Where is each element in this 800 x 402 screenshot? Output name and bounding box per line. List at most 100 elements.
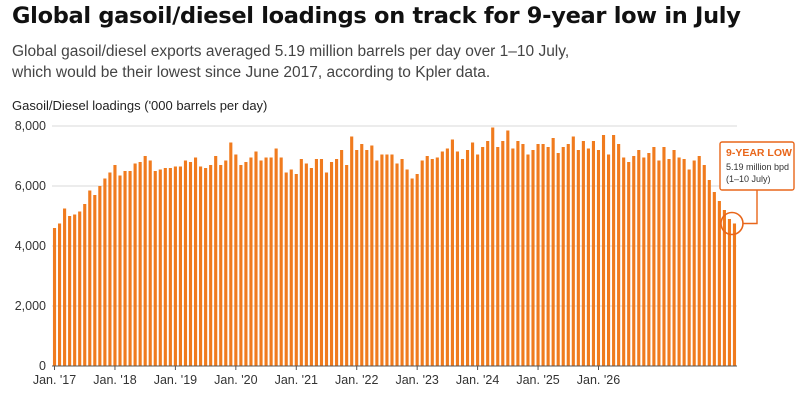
bar: [98, 186, 102, 366]
y-axis-label: Gasoil/Diesel loadings ('000 barrels per…: [12, 98, 268, 113]
bar: [219, 165, 223, 366]
bar: [596, 150, 601, 366]
bar: [682, 159, 686, 366]
bar: [254, 151, 258, 366]
bar: [425, 156, 429, 366]
x-tick-label: Jan. '22: [335, 373, 378, 387]
bar: [314, 159, 318, 366]
subtitle-line-2: which would be their lowest since June 2…: [12, 64, 491, 81]
bar: [193, 157, 198, 366]
bar: [395, 163, 399, 366]
bar: [183, 160, 188, 366]
bar: [239, 165, 243, 366]
bar: [259, 160, 263, 366]
bar: [224, 160, 228, 366]
annotation-period: (1–10 July): [726, 174, 771, 184]
bar: [173, 166, 177, 366]
bar: [632, 156, 636, 366]
bar: [158, 169, 162, 366]
bar: [214, 156, 218, 366]
bar: [329, 162, 334, 366]
annotation-box: [719, 141, 795, 191]
bar: [68, 216, 72, 366]
bar: [450, 139, 454, 366]
bar: [561, 147, 565, 366]
bar: [88, 190, 92, 366]
annotation-value: 5.19 million bpd: [726, 162, 789, 172]
bar: [390, 154, 394, 366]
bar: [717, 201, 721, 366]
x-tick-label: Jan. '23: [395, 373, 438, 387]
bar: [591, 141, 596, 366]
bar: [335, 159, 339, 366]
bar: [400, 159, 404, 366]
annotation-connector: [742, 190, 758, 225]
bar: [647, 153, 651, 366]
bar: [727, 219, 732, 366]
bar: [340, 150, 344, 366]
bar: [309, 168, 313, 366]
chart-title: Global gasoil/diesel loadings on track f…: [12, 3, 741, 29]
bar: [289, 169, 293, 366]
bar: [637, 150, 641, 366]
x-tick-label: Jan. '17: [33, 373, 76, 387]
bar: [375, 160, 379, 366]
bar: [667, 159, 671, 366]
bar: [707, 180, 711, 366]
bar: [607, 154, 611, 366]
bar: [531, 150, 535, 366]
bar: [274, 148, 278, 366]
bar: [576, 150, 580, 366]
bar: [712, 192, 716, 366]
bar: [279, 157, 283, 366]
bar: [294, 174, 298, 366]
bar: [521, 144, 525, 366]
bar: [551, 138, 555, 366]
bar: [536, 144, 540, 366]
bar: [526, 154, 530, 366]
bar: [57, 223, 62, 366]
bar: [672, 150, 676, 366]
bar: [586, 148, 590, 366]
bar: [702, 165, 706, 366]
subtitle-line-1: Global gasoil/diesel exports averaged 5.…: [12, 43, 570, 60]
bar: [209, 165, 213, 366]
x-tick-label: Jan. '26: [577, 373, 620, 387]
bar: [143, 156, 147, 366]
bar: [687, 169, 691, 366]
bar: [264, 157, 268, 366]
y-tick-label: 2,000: [15, 299, 46, 313]
bar: [153, 171, 157, 366]
bar: [617, 144, 621, 366]
bar: [78, 211, 82, 366]
bar: [244, 162, 248, 366]
bar: [93, 195, 97, 366]
bar: [199, 166, 203, 366]
bar: [642, 157, 646, 366]
bar: [123, 171, 127, 366]
bar: [506, 130, 510, 366]
bar: [103, 178, 107, 366]
bar: [692, 160, 696, 366]
bar: [677, 157, 681, 366]
bar: [697, 156, 701, 366]
bar: [405, 169, 409, 366]
bar: [118, 175, 122, 366]
chart-subtitle: Global gasoil/diesel exports averaged 5.…: [12, 41, 782, 83]
x-tick-label: Jan. '18: [93, 373, 136, 387]
bar: [249, 157, 253, 366]
bar: [355, 150, 359, 366]
bar: [269, 157, 273, 366]
bar: [501, 141, 505, 366]
bar: [662, 147, 666, 366]
bar: [350, 136, 354, 366]
bar: [128, 171, 132, 366]
bar: [581, 141, 585, 366]
bar: [445, 148, 449, 366]
bar: [83, 204, 87, 366]
bar: [345, 165, 349, 366]
bar: [566, 144, 570, 366]
x-tick-label: Jan. '25: [516, 373, 559, 387]
bar: [541, 144, 545, 366]
